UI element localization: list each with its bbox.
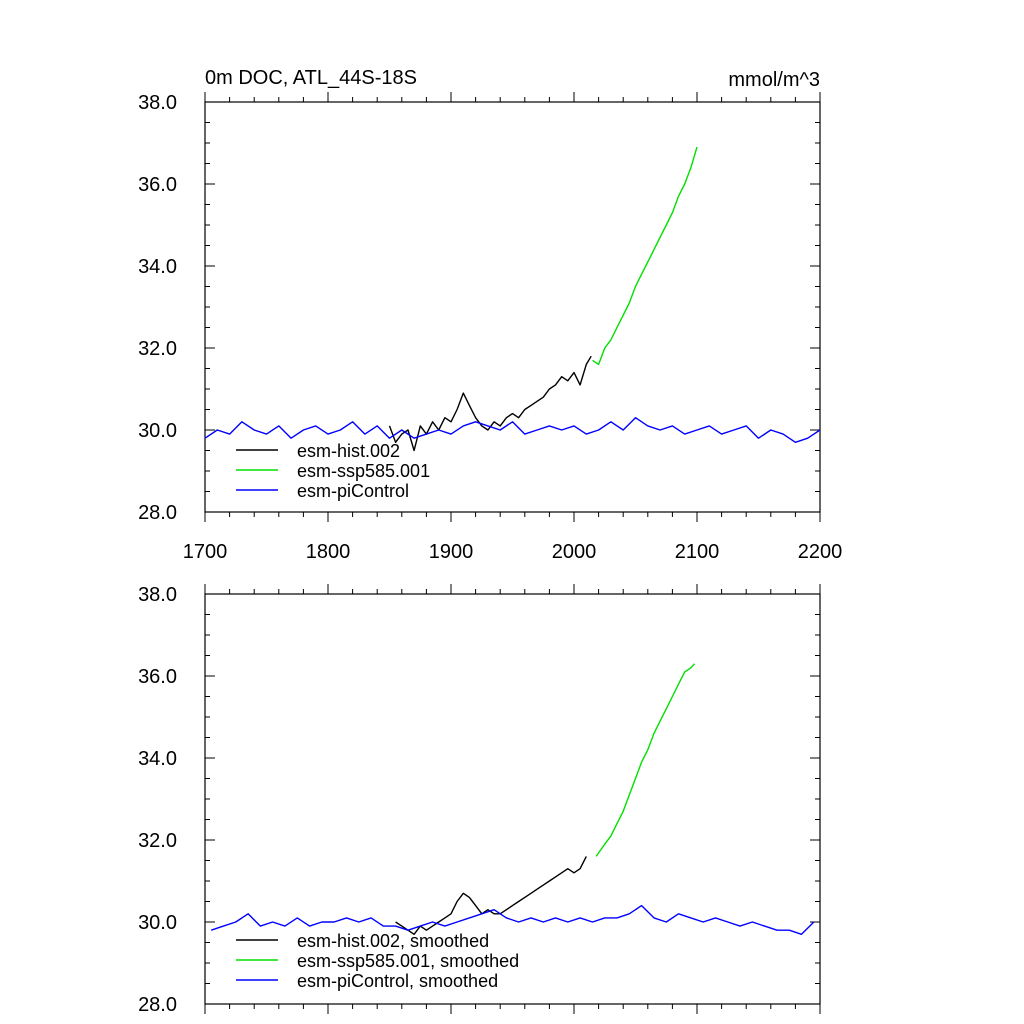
top-x-tick-label: 1900 — [429, 541, 474, 563]
top-series-line-0 — [388, 355, 592, 452]
bottom-y-tick-label: 34.0 — [138, 748, 177, 770]
bottom-legend-label: esm-ssp585.001, smoothed — [297, 951, 519, 971]
bottom-series-line-2 — [210, 904, 815, 935]
top-panel: 28.0 30.0 32.0 34.0 36.0 38.0 1700 1800 1900 2000… — [138, 92, 842, 563]
bottom-series-line-0 — [395, 856, 587, 935]
top-legend-label: esm-piControl — [297, 481, 409, 501]
top-x-tick-label: 2000 — [552, 541, 597, 563]
bottom-y-tick-label: 36.0 — [138, 666, 177, 688]
top-x-tick-label: 2100 — [675, 541, 720, 563]
top-y-tick-label: 38.0 — [138, 92, 177, 114]
bottom-y-tick-label: 38.0 — [138, 584, 177, 606]
bottom-y-tick-label: 30.0 — [138, 912, 177, 934]
top-x-tick-label: 1800 — [306, 541, 351, 563]
bottom-legend-label: esm-piControl, smoothed — [297, 971, 498, 991]
bottom-y-tick-label: 28.0 — [138, 994, 177, 1016]
top-series-line-2 — [204, 417, 821, 443]
bottom-legend-label: esm-hist.002, smoothed — [297, 931, 489, 951]
top-series-line-1 — [592, 146, 698, 366]
bottom-series-line-1 — [595, 663, 696, 857]
bottom-y-tick-label: 32.0 — [138, 830, 177, 852]
top-y-tick-label: 34.0 — [138, 256, 177, 278]
top-y-tick-label: 36.0 — [138, 174, 177, 196]
top-y-tick-label: 30.0 — [138, 420, 177, 442]
units-label: mmol/m^3 — [728, 69, 820, 91]
top-legend-label: esm-hist.002 — [297, 441, 400, 461]
top-x-tick-label: 2200 — [798, 541, 843, 563]
figure-title: 0m DOC, ATL_44S-18S — [205, 67, 417, 89]
top-y-tick-label: 28.0 — [138, 502, 177, 524]
bottom-panel: 28.0 30.0 32.0 34.0 36.0 38.0 esm-hist.002, sm… — [138, 584, 821, 1016]
top-x-tick-label: 1700 — [183, 541, 228, 563]
top-legend-label: esm-ssp585.001 — [297, 461, 430, 481]
top-y-tick-label: 32.0 — [138, 338, 177, 360]
